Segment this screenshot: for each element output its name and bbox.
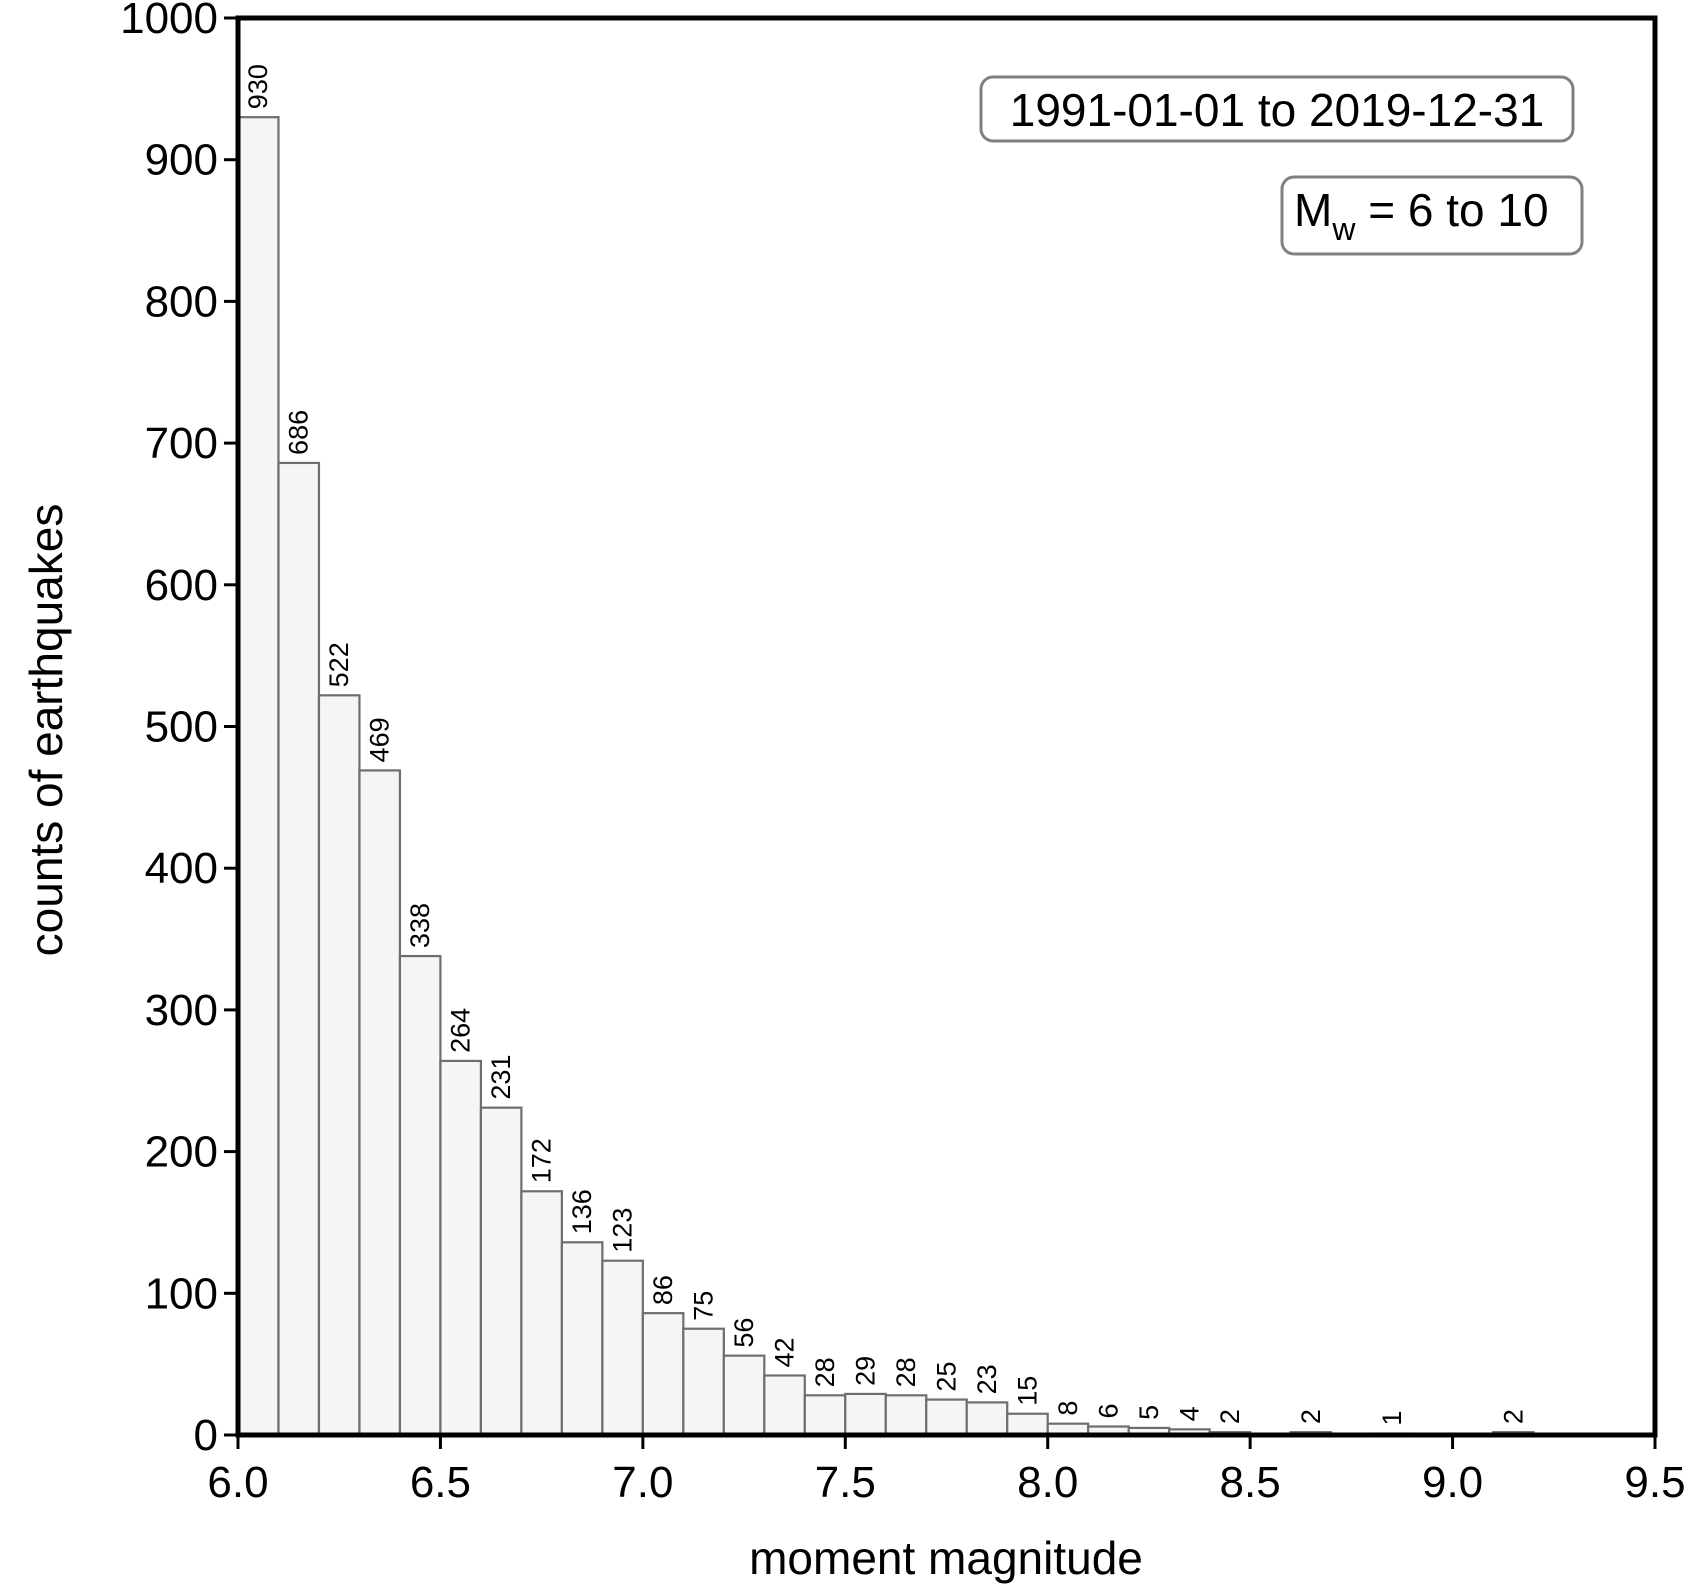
histogram-bar bbox=[277, 461, 321, 1437]
histogram-bar bbox=[682, 1327, 725, 1437]
histogram-bar bbox=[763, 1374, 806, 1437]
x-tick-label: 8.5 bbox=[1220, 1458, 1281, 1507]
histogram-bar bbox=[722, 1354, 766, 1437]
bar-value-label: 264 bbox=[446, 1008, 476, 1053]
bar-value-label: 1 bbox=[1377, 1411, 1407, 1426]
magnitude-subscript: w bbox=[1331, 211, 1356, 247]
bar-value-label: 172 bbox=[527, 1138, 557, 1183]
bar-value-label: 2 bbox=[1498, 1409, 1528, 1424]
y-tick-label: 800 bbox=[145, 277, 218, 326]
bar-value-label: 2 bbox=[1296, 1409, 1326, 1424]
bar-value-label: 338 bbox=[405, 903, 435, 948]
bar-value-label: 2 bbox=[1215, 1409, 1245, 1424]
histogram-bar bbox=[358, 769, 402, 1437]
y-tick-label: 600 bbox=[145, 561, 218, 610]
histogram-bar bbox=[317, 694, 361, 1437]
bar-value-label: 56 bbox=[729, 1318, 759, 1348]
x-tick-label: 9.5 bbox=[1624, 1458, 1685, 1507]
y-axis-title: counts of earthquakes bbox=[20, 504, 72, 957]
bar-value-label: 15 bbox=[1012, 1376, 1042, 1406]
x-axis-title: moment magnitude bbox=[749, 1532, 1143, 1584]
histogram-bar bbox=[925, 1398, 968, 1437]
histogram-bar bbox=[844, 1392, 887, 1437]
bar-value-label: 231 bbox=[486, 1055, 516, 1100]
y-tick-label: 300 bbox=[145, 986, 218, 1035]
magnitude-symbol: M bbox=[1294, 184, 1332, 236]
bar-value-label: 522 bbox=[324, 642, 354, 687]
bars-group bbox=[236, 116, 1535, 1437]
histogram-bar bbox=[965, 1401, 1009, 1437]
bar-value-label: 469 bbox=[365, 717, 395, 762]
histogram-bar bbox=[601, 1259, 644, 1437]
magnitude-range-value: = 6 to 10 bbox=[1355, 184, 1548, 236]
x-tick-label: 7.0 bbox=[612, 1458, 673, 1507]
magnitude-range-box: Mw = 6 to 10 bbox=[1280, 175, 1584, 256]
bar-value-label: 29 bbox=[851, 1356, 881, 1386]
histogram-bar bbox=[236, 116, 280, 1437]
magnitude-range-text: Mw = 6 to 10 bbox=[1294, 184, 1549, 247]
y-tick-label: 1000 bbox=[120, 0, 218, 43]
x-tick-label: 7.5 bbox=[815, 1458, 876, 1507]
bar-value-label: 75 bbox=[689, 1291, 719, 1321]
y-tick-label: 400 bbox=[145, 844, 218, 893]
y-axis: 0 100 200 300 400 500 600 700 800 900 1000 bbox=[120, 0, 238, 1460]
y-tick-label: 200 bbox=[145, 1128, 218, 1177]
bar-value-label: 25 bbox=[932, 1362, 962, 1392]
histogram-bar bbox=[520, 1190, 563, 1437]
x-axis: 6.0 6.5 7.0 7.5 8.0 8.5 9.0 9.5 bbox=[207, 1435, 1686, 1507]
date-range-box-frame bbox=[979, 75, 1575, 143]
bar-value-label: 86 bbox=[648, 1275, 678, 1305]
bar-value-label: 123 bbox=[608, 1208, 638, 1253]
y-tick-label: 700 bbox=[145, 419, 218, 468]
bar-value-label: 8 bbox=[1053, 1401, 1083, 1416]
histogram-bar bbox=[398, 954, 442, 1437]
bar-value-label: 28 bbox=[810, 1357, 840, 1387]
bar-value-label: 136 bbox=[567, 1189, 597, 1234]
date-range-box: 1991-01-01 to 2019-12-31 bbox=[979, 75, 1575, 143]
y-tick-label: 500 bbox=[145, 703, 218, 752]
histogram-bar bbox=[1006, 1412, 1049, 1437]
histogram-bar bbox=[560, 1241, 604, 1437]
bar-value-label: 686 bbox=[284, 410, 314, 455]
y-tick-label: 100 bbox=[145, 1269, 218, 1318]
y-tick-label: 0 bbox=[194, 1411, 218, 1460]
date-range-text: 1991-01-01 to 2019-12-31 bbox=[1010, 84, 1545, 136]
bar-value-label: 28 bbox=[891, 1357, 921, 1387]
bar-value-label: 4 bbox=[1174, 1406, 1204, 1421]
y-tick-label: 900 bbox=[145, 136, 218, 185]
bar-value-label: 23 bbox=[972, 1364, 1002, 1394]
x-tick-label: 8.0 bbox=[1017, 1458, 1078, 1507]
histogram-bar bbox=[884, 1394, 928, 1437]
histogram-bar bbox=[439, 1059, 483, 1437]
bar-value-label: 5 bbox=[1134, 1405, 1164, 1420]
histogram-bar bbox=[479, 1106, 523, 1437]
x-tick-label: 6.0 bbox=[207, 1458, 268, 1507]
magnitude-range-box-frame bbox=[1280, 175, 1584, 256]
bar-value-label: 6 bbox=[1093, 1403, 1123, 1418]
bar-value-label: 930 bbox=[243, 64, 273, 109]
bar-value-label: 42 bbox=[770, 1337, 800, 1367]
histogram-bar bbox=[803, 1394, 847, 1437]
x-tick-label: 9.0 bbox=[1422, 1458, 1483, 1507]
x-tick-label: 6.5 bbox=[410, 1458, 471, 1507]
histogram-bar bbox=[641, 1312, 685, 1437]
